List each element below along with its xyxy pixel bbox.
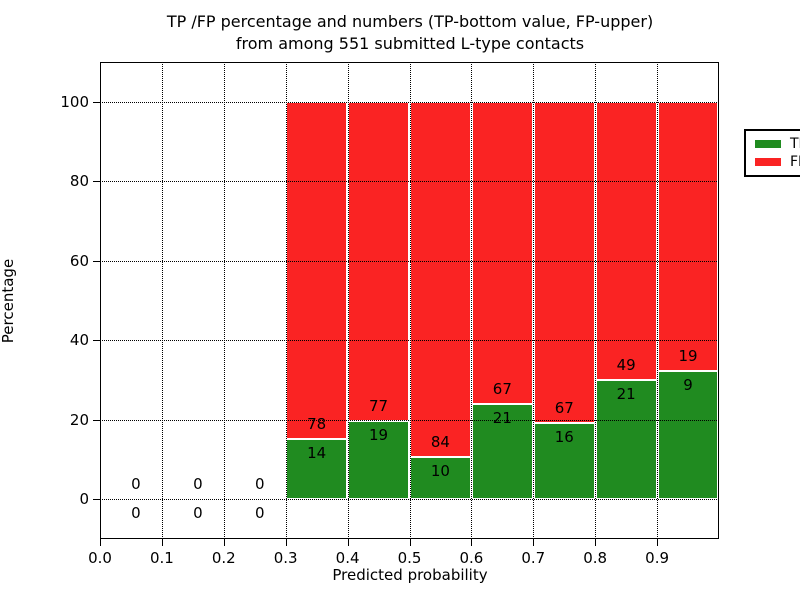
legend-label-fp: FP: [790, 154, 800, 171]
y-tick: [93, 340, 100, 342]
x-tick-label: 0.7: [521, 549, 546, 567]
y-tick: [93, 499, 100, 501]
x-tick-label: 0.0: [88, 549, 112, 567]
x-tick: [595, 539, 597, 546]
x-tick: [285, 539, 287, 546]
x-gridline: [409, 62, 411, 539]
x-tick-label: 0.4: [335, 549, 360, 567]
y-tick-label: 100: [60, 92, 89, 111]
tp-count-label: 14: [307, 443, 327, 462]
y-tick-label: 20: [69, 410, 89, 429]
legend: TP FP: [744, 129, 800, 177]
legend-label-tp: TP: [790, 135, 800, 152]
x-tick: [533, 539, 535, 546]
x-tick-label: 0.9: [645, 549, 670, 567]
fp-count-label: 0: [131, 475, 141, 494]
x-gridline: [285, 62, 287, 539]
y-tick: [93, 419, 100, 421]
tp-count-label: 0: [193, 504, 203, 523]
x-tick-label: 0.6: [459, 549, 484, 567]
fp-count-label: 67: [492, 380, 512, 399]
y-tick: [93, 101, 100, 103]
x-gridline: [533, 62, 535, 539]
fp-count-label: 78: [307, 414, 327, 433]
fp-bar-segment: [657, 101, 719, 372]
x-tick-label: 0.8: [583, 549, 608, 567]
y-tick-label: 60: [69, 251, 89, 270]
x-tick: [161, 539, 163, 546]
fp-count-label: 84: [430, 432, 450, 451]
chart-title-line2: from among 551 submitted L-type contacts: [235, 34, 585, 53]
x-gridline: [595, 62, 597, 539]
y-tick: [93, 260, 100, 262]
y-tick-label: 40: [69, 331, 89, 350]
tp-bar-segment: [286, 438, 348, 500]
legend-item-tp: TP: [746, 137, 800, 151]
tp-count-label: 9: [683, 376, 693, 395]
tp-count-label: 0: [254, 504, 265, 523]
fp-count-label: 19: [678, 347, 698, 366]
fp-count-label: 67: [554, 398, 574, 417]
x-gridline: [347, 62, 349, 539]
fp-bar-segment: [286, 101, 348, 439]
x-tick: [100, 539, 101, 546]
tp-count-label: 21: [616, 385, 636, 403]
x-tick-label: 0.1: [149, 549, 174, 567]
fp-count-label: 0: [193, 475, 203, 494]
x-tick-label: 0.5: [397, 549, 422, 567]
fp-count-label: 0: [254, 475, 265, 494]
x-tick-label: 0.2: [211, 549, 236, 567]
x-tick: [471, 539, 473, 546]
fp-count-label: 77: [369, 396, 389, 415]
x-tick: [409, 539, 411, 546]
fp-bar-segment: [595, 101, 657, 380]
x-tick: [223, 539, 225, 546]
x-gridline: [161, 62, 163, 539]
x-gridline: [223, 62, 225, 539]
y-tick-label: 0: [79, 490, 89, 509]
chart-title: TP /FP percentage and numbers (TP-bottom…: [100, 11, 720, 55]
x-gridline: [471, 62, 473, 539]
tp-color-swatch: [755, 139, 781, 148]
fp-color-swatch: [755, 158, 781, 167]
fp-bar-segment: [533, 101, 595, 423]
tp-bar-segment: [595, 380, 657, 500]
legend-item-fp: FP: [746, 155, 800, 169]
tp-count-label: 16: [554, 427, 574, 446]
fp-bar-segment: [410, 101, 471, 457]
x-tick: [347, 539, 349, 546]
fp-bar-segment: [471, 101, 533, 405]
tp-count-label: 21: [492, 409, 512, 428]
tp-count-label: 10: [430, 461, 450, 480]
y-tick: [93, 181, 100, 183]
x-tick-label: 0.3: [273, 549, 298, 567]
x-gridline: [657, 62, 659, 539]
y-tick-label: 80: [69, 172, 89, 191]
tp-count-label: 19: [369, 425, 389, 444]
y-axis-label: Percentage: [0, 258, 17, 344]
x-tick: [657, 539, 659, 546]
plot-area: 0 0 0 0 0 0 78 14 77 19 84 10 67 21 67 16 49 21 19 9 TP FP: [100, 62, 800, 539]
chart-title-line1: TP /FP percentage and numbers (TP-bottom…: [166, 12, 654, 31]
fp-count-label: 49: [616, 356, 636, 374]
x-axis-label: Predicted probability: [332, 566, 488, 584]
tp-count-label: 0: [131, 504, 141, 523]
